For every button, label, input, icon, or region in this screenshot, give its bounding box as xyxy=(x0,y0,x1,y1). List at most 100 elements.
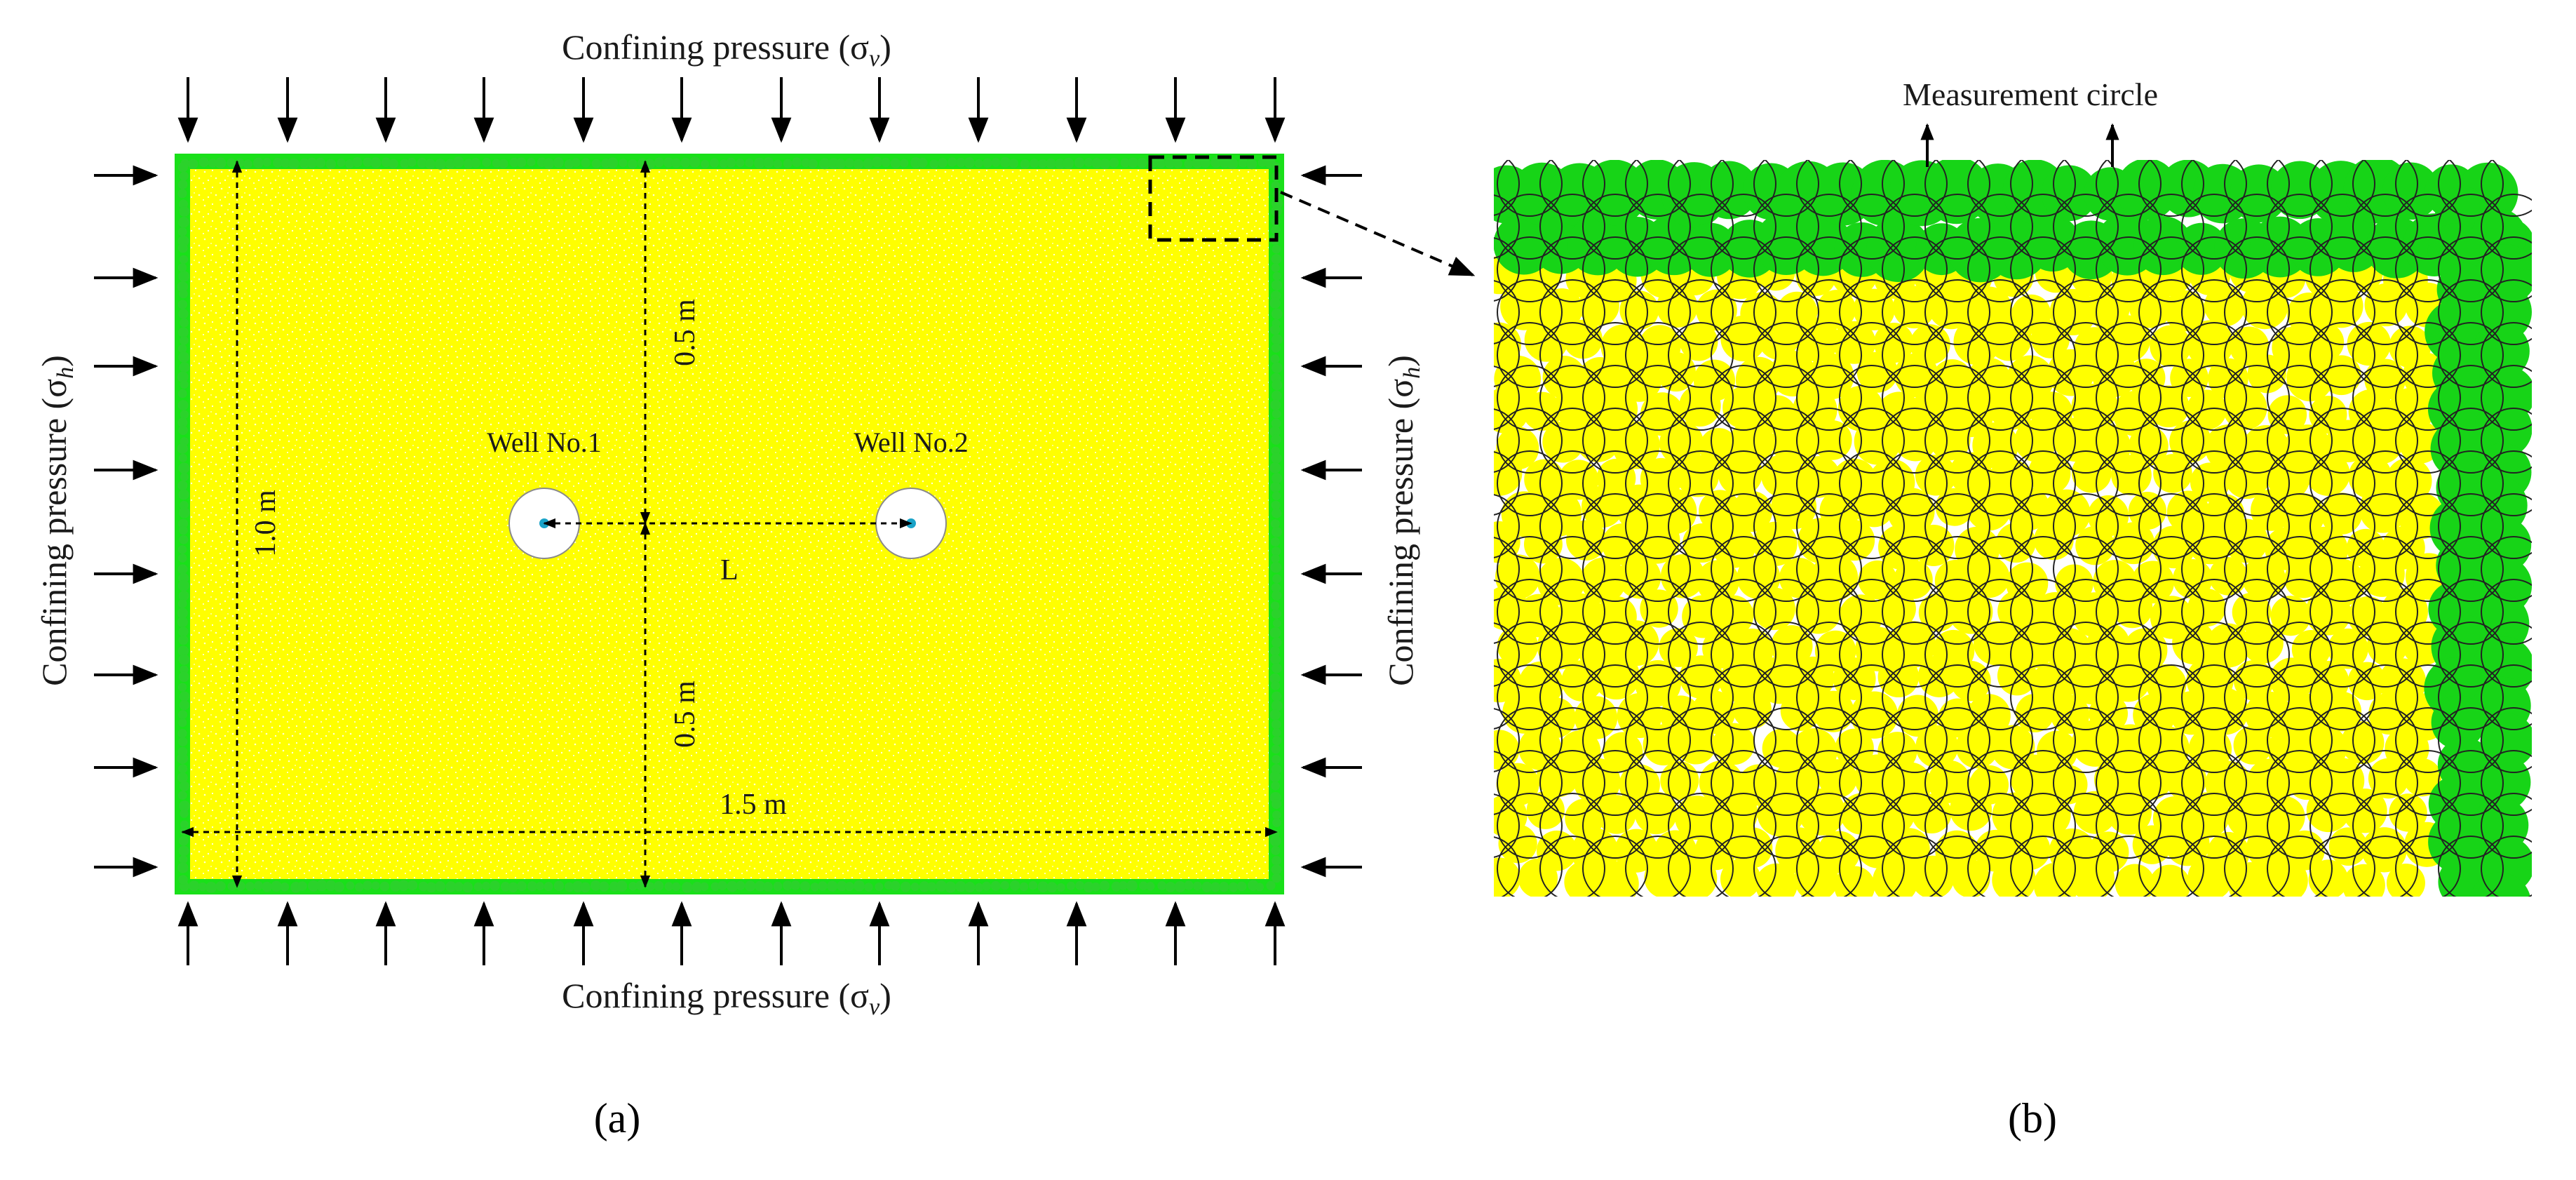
measurement-circle xyxy=(1924,750,1990,816)
measurement-circle xyxy=(1796,707,1862,773)
measurement-circle xyxy=(1494,366,1520,430)
particle xyxy=(783,880,793,891)
measurement-circle xyxy=(1625,750,1691,816)
particle xyxy=(2128,491,2166,530)
measurement-circle xyxy=(1494,160,1520,216)
particle xyxy=(2149,864,2191,897)
particle xyxy=(1091,882,1100,892)
particle xyxy=(177,344,187,354)
particle xyxy=(308,880,319,892)
measurement-circle xyxy=(1539,279,1605,345)
measurement-circle xyxy=(2267,750,2333,816)
particle xyxy=(1713,595,1754,636)
pressure-arrows-left xyxy=(94,165,159,878)
measurement-circle xyxy=(1924,408,1990,474)
particle xyxy=(178,635,189,645)
measurement-circle xyxy=(1882,322,1948,388)
measurement-circle xyxy=(2138,750,2204,816)
measurement-circle xyxy=(1497,365,1563,431)
measurement-circle xyxy=(1839,194,1905,260)
confining-pressure-top-label: Confining pressure (σv) xyxy=(562,27,891,72)
measurement-circle xyxy=(2053,160,2119,217)
measurement-circle xyxy=(2181,579,2247,645)
particle xyxy=(1271,254,1282,264)
measurement-circle xyxy=(1924,450,1990,516)
particle xyxy=(1272,619,1281,628)
particle xyxy=(177,772,188,783)
particle xyxy=(1753,521,1798,566)
particle xyxy=(179,700,189,711)
particle xyxy=(1272,574,1281,584)
measurement-circle xyxy=(2309,536,2375,602)
particle xyxy=(1271,583,1281,593)
particle xyxy=(325,880,337,891)
panel-a: Confining pressure (σv) Confining pressu… xyxy=(34,27,1476,1141)
measurement-circle xyxy=(2138,279,2204,345)
particle xyxy=(1575,417,1621,462)
particle xyxy=(2319,283,2363,328)
measurement-circle xyxy=(1625,493,1691,559)
zoom-leader-arrow xyxy=(1280,191,1476,276)
particle xyxy=(1720,859,1761,897)
measurement-circle xyxy=(2096,664,2162,730)
particle xyxy=(2015,693,2054,732)
particle xyxy=(1711,524,1756,568)
particle xyxy=(663,157,674,168)
measurement-circle xyxy=(1796,408,1862,474)
pressure-arrows-top xyxy=(177,77,1286,143)
dim-width-label: 1.5 m xyxy=(720,789,787,821)
measurement-circle xyxy=(1668,664,1734,730)
particle xyxy=(2075,525,2115,565)
confining-pressure-left-label: Confining pressure (σh) xyxy=(34,355,79,686)
measurement-circle xyxy=(2181,322,2247,388)
particle xyxy=(1270,654,1281,665)
particle xyxy=(1271,225,1281,235)
measurement-circle xyxy=(1711,365,1776,431)
measurement-circle xyxy=(2010,493,2076,559)
particle xyxy=(616,880,628,892)
particle xyxy=(454,882,464,892)
particle xyxy=(1269,673,1281,684)
particle xyxy=(1219,882,1229,892)
measurement-circle xyxy=(2352,236,2418,302)
particle xyxy=(1269,426,1281,437)
measurement-circle xyxy=(2138,322,2204,388)
particle xyxy=(1272,728,1281,737)
measurement-circle xyxy=(2309,579,2375,645)
measurement-circle xyxy=(1967,493,2033,559)
measurement-circle xyxy=(1625,622,1691,688)
measurement-circle xyxy=(1582,836,1648,897)
particle xyxy=(1795,317,1840,362)
measurement-circle xyxy=(1796,236,1862,302)
particle xyxy=(1494,387,1530,434)
particle xyxy=(580,882,591,892)
measurement-circle xyxy=(1967,579,2033,645)
measurement-circle xyxy=(1924,836,1990,897)
measurement-circle xyxy=(2481,793,2532,859)
particle xyxy=(445,881,457,892)
measurement-circle xyxy=(2481,408,2532,474)
measurement-circle xyxy=(1839,707,1905,773)
particle xyxy=(1000,880,1010,890)
particle xyxy=(1271,547,1281,556)
measurement-circle xyxy=(1539,664,1605,730)
particle xyxy=(177,545,187,554)
measurement-circle xyxy=(2138,408,2204,474)
measurement-circle xyxy=(2010,579,2076,645)
measurement-circle xyxy=(1497,579,1563,645)
particle xyxy=(635,880,645,890)
measurement-circle xyxy=(2438,579,2504,645)
particle xyxy=(710,882,720,892)
measurement-circle xyxy=(2224,450,2290,516)
measurement-circle xyxy=(1839,664,1905,730)
measurement-circle xyxy=(1668,622,1734,688)
particle xyxy=(178,671,189,683)
particle xyxy=(1269,835,1281,847)
particle xyxy=(790,880,801,890)
particle xyxy=(389,159,398,169)
measurement-circle xyxy=(1882,279,1948,345)
measurement-circle xyxy=(1882,493,1948,559)
measurement-circle xyxy=(1967,707,2033,773)
particle xyxy=(2308,859,2349,897)
measurement-circle xyxy=(2010,536,2076,602)
